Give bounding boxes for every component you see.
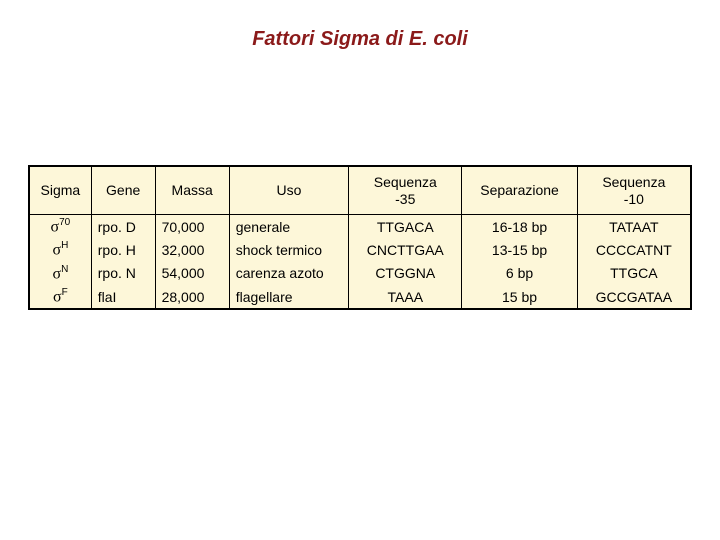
table-header-row: Sigma Gene Massa Uso Sequenza -35 Separa… bbox=[30, 167, 691, 215]
cell-uso: generale bbox=[229, 215, 348, 239]
cell-seq10: TATAAT bbox=[577, 215, 690, 239]
col-header-seq10: Sequenza -10 bbox=[577, 167, 690, 215]
sigma-sup: H bbox=[61, 240, 68, 251]
cell-seq10: CCCCATNT bbox=[577, 238, 690, 261]
sigma-sup: F bbox=[62, 287, 68, 298]
cell-gene: rpo. N bbox=[91, 262, 155, 285]
cell-sigma: σN bbox=[30, 262, 92, 285]
cell-gene: flaI bbox=[91, 285, 155, 309]
cell-sigma: σF bbox=[30, 285, 92, 309]
cell-seq35: TTGACA bbox=[349, 215, 462, 239]
cell-uso: flagellare bbox=[229, 285, 348, 309]
sigma-sup: N bbox=[61, 264, 68, 275]
cell-massa: 32,000 bbox=[155, 238, 229, 261]
col-header-seq10-l2: -10 bbox=[624, 191, 644, 207]
cell-gene: rpo. H bbox=[91, 238, 155, 261]
cell-massa: 54,000 bbox=[155, 262, 229, 285]
col-header-seq10-l1: Sequenza bbox=[602, 174, 665, 190]
cell-sep: 15 bp bbox=[462, 285, 577, 309]
cell-seq35: CTGGNA bbox=[349, 262, 462, 285]
cell-seq10: TTGCA bbox=[577, 262, 690, 285]
cell-gene: rpo. D bbox=[91, 215, 155, 239]
sigma-factors-table: Sigma Gene Massa Uso Sequenza -35 Separa… bbox=[28, 165, 692, 310]
cell-sigma: σ70 bbox=[30, 215, 92, 239]
col-header-uso: Uso bbox=[229, 167, 348, 215]
table-row: σH rpo. H 32,000 shock termico CNCTTGAA … bbox=[30, 238, 691, 261]
col-header-sigma: Sigma bbox=[30, 167, 92, 215]
cell-uso: shock termico bbox=[229, 238, 348, 261]
cell-sep: 6 bp bbox=[462, 262, 577, 285]
cell-massa: 70,000 bbox=[155, 215, 229, 239]
cell-uso: carenza azoto bbox=[229, 262, 348, 285]
col-header-sep: Separazione bbox=[462, 167, 577, 215]
col-header-seq35: Sequenza -35 bbox=[349, 167, 462, 215]
cell-sep: 13-15 bp bbox=[462, 238, 577, 261]
col-header-seq35-l1: Sequenza bbox=[374, 174, 437, 190]
table-row: σ70 rpo. D 70,000 generale TTGACA 16-18 … bbox=[30, 215, 691, 239]
table-row: σF flaI 28,000 flagellare TAAA 15 bp GCC… bbox=[30, 285, 691, 309]
col-header-seq35-l2: -35 bbox=[395, 191, 415, 207]
cell-massa: 28,000 bbox=[155, 285, 229, 309]
cell-seq35: CNCTTGAA bbox=[349, 238, 462, 261]
cell-sigma: σH bbox=[30, 238, 92, 261]
table-row: σN rpo. N 54,000 carenza azoto CTGGNA 6 … bbox=[30, 262, 691, 285]
cell-seq10: GCCGATAA bbox=[577, 285, 690, 309]
col-header-massa: Massa bbox=[155, 167, 229, 215]
cell-seq35: TAAA bbox=[349, 285, 462, 309]
col-header-gene: Gene bbox=[91, 167, 155, 215]
cell-sep: 16-18 bp bbox=[462, 215, 577, 239]
page-title: Fattori Sigma di E. coli bbox=[0, 28, 720, 51]
sigma-sup: 70 bbox=[59, 217, 70, 228]
